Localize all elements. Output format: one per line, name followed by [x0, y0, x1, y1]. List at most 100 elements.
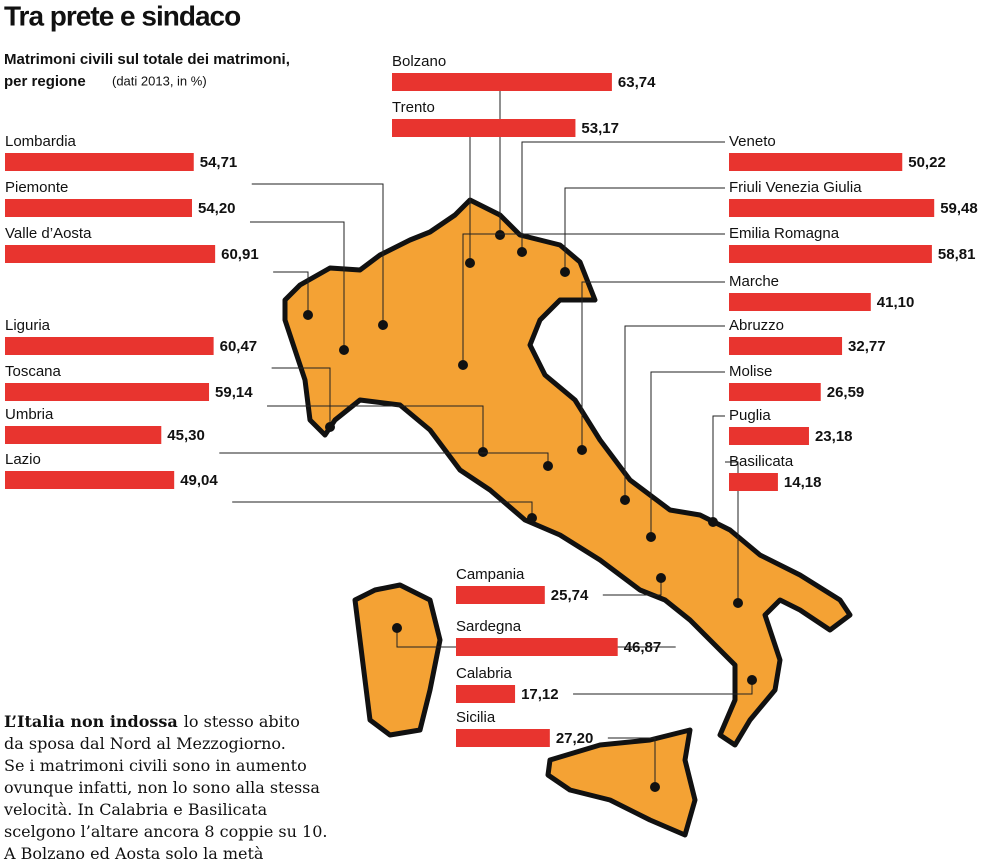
region-label: Lazio [5, 451, 41, 468]
value-label: 59,14 [215, 384, 253, 401]
leaders [219, 91, 757, 792]
region-label: Molise [729, 363, 772, 380]
leader-line [564, 187, 725, 272]
region-dot [650, 782, 660, 792]
region-dot [527, 513, 537, 523]
leader-line [650, 371, 725, 537]
annotation-lead: L’Italia non indossa [4, 712, 178, 731]
bar [729, 153, 903, 171]
value-label: 17,12 [521, 686, 559, 703]
value-label: 60,47 [220, 338, 258, 355]
leader-line [725, 461, 739, 603]
region-dot [478, 447, 488, 457]
region-label: Valle d’Aosta [5, 225, 92, 242]
region-dot [646, 532, 656, 542]
value-label: 23,18 [815, 428, 853, 445]
note: (dati 2013, in %) [112, 73, 207, 88]
bar [5, 383, 210, 401]
value-label: 32,77 [848, 338, 886, 355]
annotation: L’Italia non indossa lo stesso abito da sp… [3, 712, 327, 863]
leader-line [271, 367, 331, 427]
bar [729, 473, 778, 491]
leader-line [581, 281, 725, 450]
bar [729, 245, 932, 263]
bars: Bolzano 63,74 Trento 53,17 Lombardia 54,71 Pie… [5, 53, 978, 747]
region-label: Calabria [456, 665, 513, 682]
region-label: Trento [392, 99, 435, 116]
bar [5, 153, 194, 171]
region-label: Marche [729, 273, 779, 290]
bar [392, 73, 612, 91]
value-label: 45,30 [167, 427, 205, 444]
value-label: 26,59 [827, 384, 865, 401]
region-label: Campania [456, 566, 525, 583]
region-label: Toscana [5, 363, 62, 380]
region-label: Sardegna [456, 618, 522, 635]
value-label: 41,10 [877, 294, 915, 311]
region-label: Puglia [729, 407, 771, 424]
leader-line [607, 737, 656, 787]
sardinia [352, 582, 443, 738]
bar [729, 199, 935, 217]
region-label: Umbria [5, 406, 54, 423]
region-dot [465, 258, 475, 268]
mainland [282, 197, 853, 748]
bar [5, 337, 214, 355]
region-dot [656, 573, 666, 583]
region-label: Bolzano [392, 53, 446, 70]
region-label: Piemonte [5, 179, 68, 196]
value-label: 49,04 [180, 472, 218, 489]
leader-line [712, 415, 725, 522]
region-dot [620, 495, 630, 505]
region-label: Basilicata [729, 453, 794, 470]
annotation-line: da sposa dal Nord al Mezzogiorno. [4, 734, 286, 753]
bar [5, 426, 162, 444]
subtitle: per regione [4, 73, 86, 90]
value-label: 46,87 [624, 639, 662, 656]
leader-line [267, 405, 484, 452]
region-dot [495, 230, 505, 240]
bar [729, 427, 809, 445]
region-label: Lombardia [5, 133, 77, 150]
region-dot [325, 422, 335, 432]
annotation-line: velocità. In Calabria e Basilicata [3, 800, 268, 819]
annotation-line: lo stesso abito [184, 712, 300, 731]
region-dot [339, 345, 349, 355]
map [282, 197, 853, 838]
value-label: 59,48 [940, 200, 978, 217]
leader-line [232, 501, 533, 518]
region-dot [560, 267, 570, 277]
leader-line [602, 578, 662, 596]
bar [5, 471, 175, 489]
region-dot [378, 320, 388, 330]
value-label: 27,20 [556, 730, 594, 747]
bar [5, 199, 192, 217]
title: Tra prete e sindaco [4, 0, 241, 31]
bar [456, 638, 618, 656]
value-label: 54,20 [198, 200, 236, 217]
region-dot [517, 247, 527, 257]
annotation-line: Se i matrimoni civili sono in aumento [4, 756, 307, 775]
region-label: Liguria [5, 317, 51, 334]
bar [456, 729, 550, 747]
region-dot [733, 598, 743, 608]
leader-line [521, 141, 725, 252]
annotation-line: A Bolzano ed Aosta solo la metà [3, 844, 264, 863]
bar [5, 245, 216, 263]
region-label: Abruzzo [729, 317, 784, 334]
leader-line [624, 325, 725, 500]
bar [456, 586, 545, 604]
region-label: Sicilia [456, 709, 496, 726]
bar [729, 383, 821, 401]
leader-line [273, 271, 309, 315]
sicily [545, 727, 698, 838]
region-dot [747, 675, 757, 685]
leader-line [462, 233, 725, 365]
leader-line [249, 221, 345, 350]
region-dot [577, 445, 587, 455]
region-dot [543, 461, 553, 471]
value-label: 14,18 [784, 474, 822, 491]
leader-line [251, 183, 384, 325]
value-label: 53,17 [581, 120, 619, 137]
